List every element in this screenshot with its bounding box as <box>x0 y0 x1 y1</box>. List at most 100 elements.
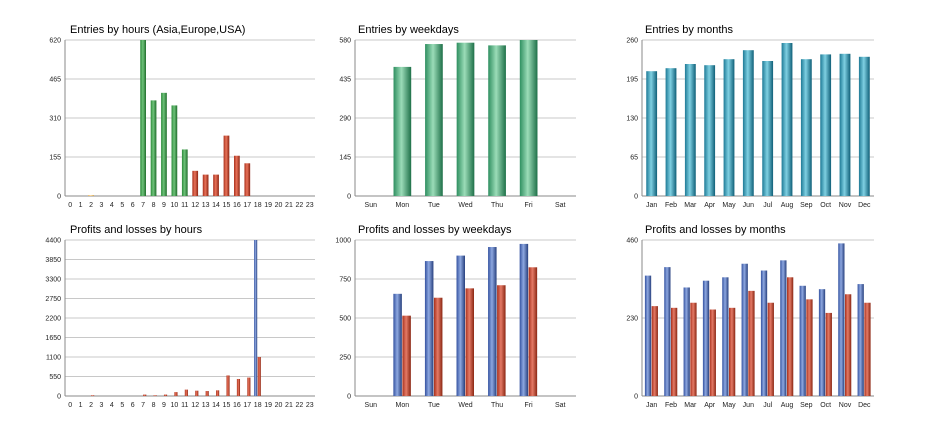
x-tick-label: Sat <box>555 402 566 409</box>
bar-losses <box>864 302 871 396</box>
bar <box>202 174 209 196</box>
y-tick-label: 1000 <box>335 238 351 245</box>
bar-losses <box>91 395 95 396</box>
bar-losses <box>729 307 736 396</box>
bar <box>839 53 851 196</box>
x-tick-label: Jan <box>646 402 657 409</box>
y-tick-label: 620 <box>49 38 61 45</box>
x-tick-label: Wed <box>458 402 472 409</box>
bar <box>858 56 870 196</box>
y-tick-label: 310 <box>49 116 61 123</box>
bar-losses <box>709 309 716 396</box>
y-tick-label: 65 <box>630 155 638 162</box>
x-tick-label: 14 <box>212 202 220 209</box>
bar-profits <box>664 267 671 396</box>
bar-profits <box>683 287 690 396</box>
y-tick-label: 0 <box>57 394 61 401</box>
x-tick-label: 14 <box>212 402 220 409</box>
x-tick-label: 20 <box>275 402 283 409</box>
x-tick-label: 4 <box>110 202 114 209</box>
bar <box>723 59 735 197</box>
bar-losses <box>690 302 697 396</box>
bar-losses <box>226 375 230 396</box>
chart-c6: Profits and losses by months 0 230 460 Jan Fe… <box>626 224 874 409</box>
bar <box>684 64 696 196</box>
x-tick-label: 22 <box>295 402 303 409</box>
x-tick-label: 7 <box>141 402 145 409</box>
x-tick-label: May <box>722 402 736 409</box>
y-tick-label: 580 <box>339 38 351 45</box>
x-tick-label: 0 <box>68 202 72 209</box>
x-tick-label: Apr <box>704 202 716 209</box>
bar-profits <box>456 255 465 396</box>
chart-c3: Entries by months 0 65 130 195 260 Jan Feb Mar Ap… <box>626 24 874 209</box>
x-tick-label: Thu <box>491 402 503 409</box>
x-tick-label: 17 <box>243 402 251 409</box>
y-tick-label: 0 <box>634 194 638 201</box>
bar-losses <box>236 378 241 396</box>
bar <box>704 65 716 196</box>
x-tick-label: 2 <box>89 402 93 409</box>
x-tick-label: 13 <box>202 402 210 409</box>
bar-losses <box>497 285 506 396</box>
x-tick-label: 12 <box>191 402 199 409</box>
bar <box>742 50 754 197</box>
x-tick-label: 18 <box>254 402 262 409</box>
bar <box>161 92 167 196</box>
bar-profits <box>424 261 434 396</box>
x-tick-label: 12 <box>191 202 199 209</box>
x-tick-label: 4 <box>110 402 114 409</box>
bar-losses <box>402 315 411 396</box>
x-tick-label: Aug <box>781 202 794 209</box>
x-tick-label: 18 <box>254 202 262 209</box>
y-tick-label: 435 <box>339 77 351 84</box>
y-tick-label: 130 <box>626 116 638 123</box>
bar-losses <box>651 306 658 396</box>
x-tick-label: 21 <box>285 202 293 209</box>
bar <box>88 195 94 196</box>
chart-title: Profits and losses by months <box>645 224 786 236</box>
x-tick-label: Nov <box>839 202 852 209</box>
bar-losses <box>247 377 251 396</box>
bar-losses <box>528 267 538 396</box>
bar-losses <box>825 312 832 396</box>
bar-profits <box>722 277 729 396</box>
chart-title: Entries by weekdays <box>358 24 459 36</box>
bar-losses <box>767 302 774 396</box>
x-tick-label: 21 <box>285 402 293 409</box>
x-tick-label: Sun <box>365 402 378 409</box>
x-tick-label: 8 <box>152 202 156 209</box>
x-tick-label: Thu <box>491 202 503 209</box>
bar-profits <box>760 270 768 396</box>
bar <box>800 59 812 197</box>
y-tick-label: 500 <box>339 316 351 323</box>
y-tick-label: 460 <box>626 238 638 245</box>
x-tick-label: May <box>722 202 736 209</box>
x-tick-label: 9 <box>162 202 166 209</box>
bar-losses <box>787 277 794 396</box>
x-tick-label: Sep <box>800 202 813 209</box>
x-tick-label: Feb <box>665 402 677 409</box>
bar-losses <box>216 390 220 396</box>
x-tick-label: Oct <box>820 202 831 209</box>
y-tick-label: 1650 <box>45 335 61 342</box>
bar-losses <box>205 391 209 396</box>
y-tick-label: 2750 <box>45 296 61 303</box>
bar <box>150 100 157 196</box>
bar-losses <box>184 389 188 396</box>
x-tick-label: Fri <box>525 202 534 209</box>
x-tick-label: Mar <box>684 402 697 409</box>
x-tick-label: 23 <box>306 202 314 209</box>
x-tick-label: 16 <box>233 202 241 209</box>
x-tick-label: Dec <box>858 202 871 209</box>
x-tick-label: 17 <box>243 202 251 209</box>
x-tick-label: Fri <box>525 402 534 409</box>
y-tick-label: 2200 <box>45 316 61 323</box>
x-tick-label: 15 <box>223 202 231 209</box>
x-tick-label: Jan <box>646 202 657 209</box>
x-tick-label: Oct <box>820 402 831 409</box>
bar <box>646 71 658 196</box>
x-tick-label: 0 <box>68 402 72 409</box>
chart-title: Entries by months <box>645 24 734 36</box>
bar <box>213 174 219 196</box>
